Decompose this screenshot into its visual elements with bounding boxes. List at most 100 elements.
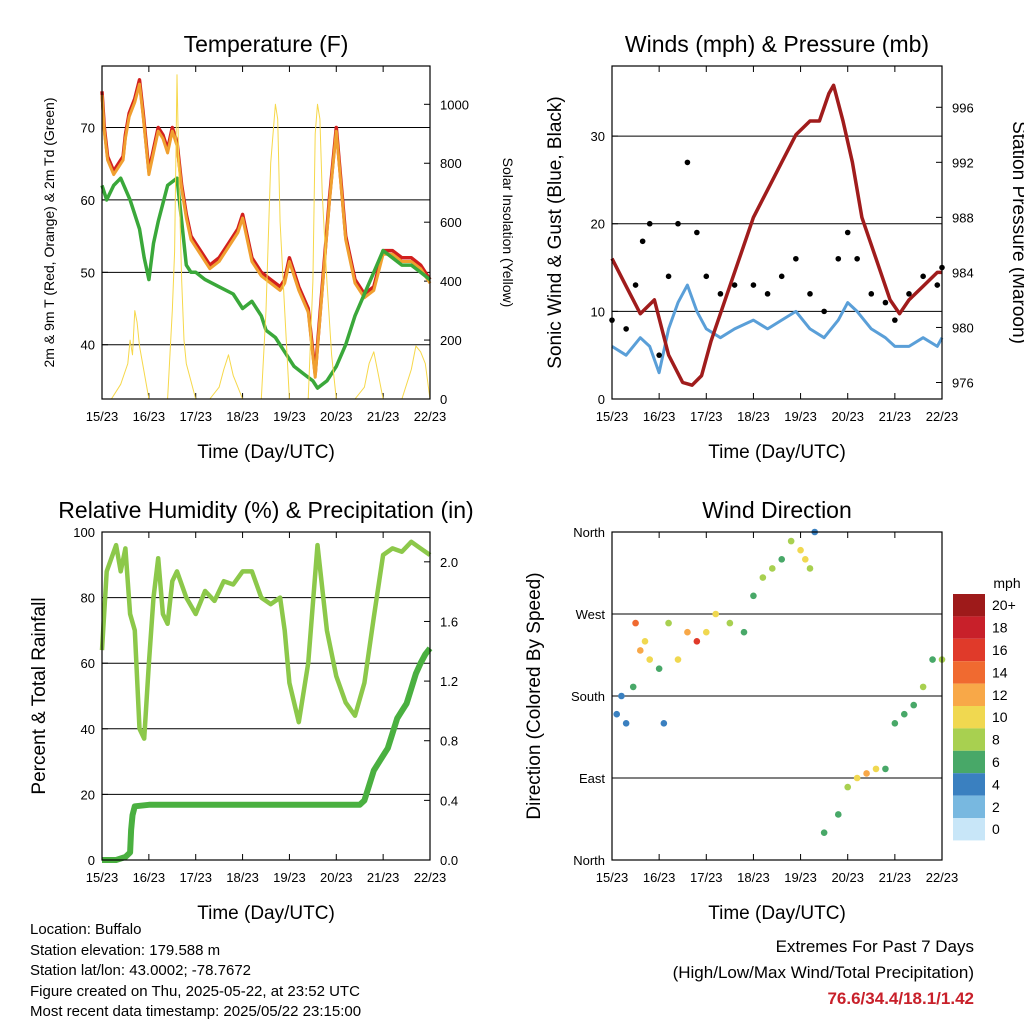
- data-point: [740, 628, 748, 636]
- colorbar-label: 10: [992, 709, 1008, 725]
- series-line: [100, 82, 432, 379]
- panel-2: Relative Humidity (%) & Precipitation (i…: [29, 497, 474, 924]
- colorbar-label: 8: [992, 732, 1000, 748]
- colorbar-swatch: [953, 683, 985, 706]
- colorbar-swatch: [953, 638, 985, 662]
- data-point: [801, 556, 809, 563]
- x-tick-label: 22/23: [414, 870, 447, 885]
- data-point: [731, 282, 738, 288]
- y2-tick-label: 1000: [440, 97, 469, 112]
- data-point: [665, 619, 672, 627]
- data-point: [844, 783, 852, 791]
- extremes-values: 76.6/34.4/18.1/1.42: [827, 989, 974, 1008]
- x-axis-label: Time (Day/UTC): [708, 903, 846, 924]
- panel-0: Temperature (F) Time (Day/UTC) 2m & 9m T (…: [41, 31, 516, 463]
- y2-tick-label: 976: [952, 375, 974, 390]
- x-tick-label: 19/23: [784, 409, 817, 424]
- data-point: [622, 720, 630, 727]
- y-tick-label: 100: [73, 525, 95, 540]
- colorbar: mph 20+ 18 16 14 12 10 8 6 4 2 0: [953, 575, 1021, 841]
- colorbar-label: 14: [992, 664, 1008, 680]
- y-tick-label: 20: [81, 787, 95, 802]
- x-tick-label: 20/23: [320, 870, 353, 885]
- x-tick-label: 20/23: [831, 870, 864, 885]
- data-point: [655, 665, 663, 672]
- data-point: [835, 255, 842, 262]
- data-point: [675, 220, 681, 227]
- plot-frame: [611, 531, 943, 861]
- colorbar-label: 4: [992, 776, 1000, 792]
- series-line: [100, 176, 432, 390]
- y2-tick-label: 200: [440, 333, 462, 348]
- y2-tick-label: 0: [440, 392, 447, 407]
- data-point: [636, 647, 644, 654]
- data-point: [702, 628, 710, 636]
- y2-tick-label: 984: [952, 265, 974, 280]
- x-tick-label: 22/23: [926, 870, 959, 885]
- data-point: [906, 291, 912, 297]
- data-point: [660, 720, 668, 727]
- y2-tick-label: 0.8: [440, 734, 458, 749]
- y2-tick-label: 400: [440, 274, 462, 289]
- y-tick-label: 0: [598, 392, 605, 407]
- created-text: Figure created on Thu, 2025-05-22, at 23…: [30, 982, 360, 1000]
- x-tick-label: 19/23: [273, 409, 306, 424]
- series-line: [611, 283, 944, 375]
- x-tick-label: 21/23: [879, 409, 912, 424]
- series-line: [610, 83, 942, 387]
- x-tick-label: 20/23: [831, 409, 864, 424]
- data-point: [834, 811, 842, 818]
- data-point: [778, 556, 786, 563]
- data-point: [750, 282, 757, 288]
- data-point: [693, 638, 701, 645]
- x-tick-label: 15/23: [86, 409, 119, 424]
- elevation-text: Station elevation: 179.588 m: [30, 941, 221, 959]
- data-point: [632, 282, 639, 288]
- colorbar-label: 20+: [992, 597, 1016, 613]
- plot-frame: [611, 65, 943, 400]
- x-tick-label: 21/23: [367, 870, 400, 885]
- x-tick-label: 15/23: [86, 870, 119, 885]
- data-point: [929, 656, 936, 663]
- panel-3: Wind Direction Time (Day/UTC) Direction (C…: [524, 497, 958, 924]
- colorbar-swatch: [953, 795, 985, 818]
- y-tick-label: 10: [591, 304, 605, 319]
- colorbar-title: mph: [993, 575, 1020, 591]
- y-axis-label: 2m & 9m T (Red, Orange) & 2m Td (Green): [41, 98, 57, 368]
- colorbar-label: 18: [992, 620, 1008, 636]
- data-point: [674, 656, 682, 663]
- data-point: [665, 273, 672, 280]
- y-tick-label: 40: [81, 722, 95, 737]
- data-point: [910, 701, 918, 709]
- y-tick-label: 60: [81, 193, 95, 208]
- location-text: Location: Buffalo: [30, 921, 142, 938]
- data-point: [920, 273, 926, 280]
- data-point: [623, 326, 629, 332]
- y-tick-label: East: [579, 771, 605, 786]
- data-point: [717, 291, 724, 297]
- x-tick-label: 16/23: [133, 870, 166, 885]
- y2-tick-label: 800: [440, 156, 462, 171]
- data-point: [797, 546, 804, 554]
- data-point: [892, 317, 898, 323]
- y2-tick-label: 600: [440, 215, 462, 230]
- colorbar-swatch: [953, 706, 985, 729]
- colorbar-label: 16: [992, 642, 1008, 658]
- colorbar-swatch: [953, 750, 985, 774]
- recent-text: Most recent data timestamp: 2025/05/22 2…: [30, 1003, 362, 1020]
- x-tick-label: 16/23: [643, 409, 676, 424]
- data-point: [684, 628, 691, 636]
- data-point: [900, 710, 908, 718]
- y2-tick-label: 980: [952, 320, 974, 335]
- data-point: [891, 720, 899, 727]
- data-point: [854, 255, 860, 262]
- x-tick-label: 16/23: [643, 870, 676, 885]
- y-tick-label: South: [571, 689, 605, 704]
- data-point: [844, 229, 851, 236]
- y-tick-label: North: [573, 853, 605, 868]
- data-point: [646, 220, 653, 227]
- chart-title: Temperature (F): [184, 31, 349, 57]
- y-axis-label: Sonic Wind & Gust (Blue, Black): [545, 96, 566, 368]
- y-tick-label: 40: [81, 338, 95, 353]
